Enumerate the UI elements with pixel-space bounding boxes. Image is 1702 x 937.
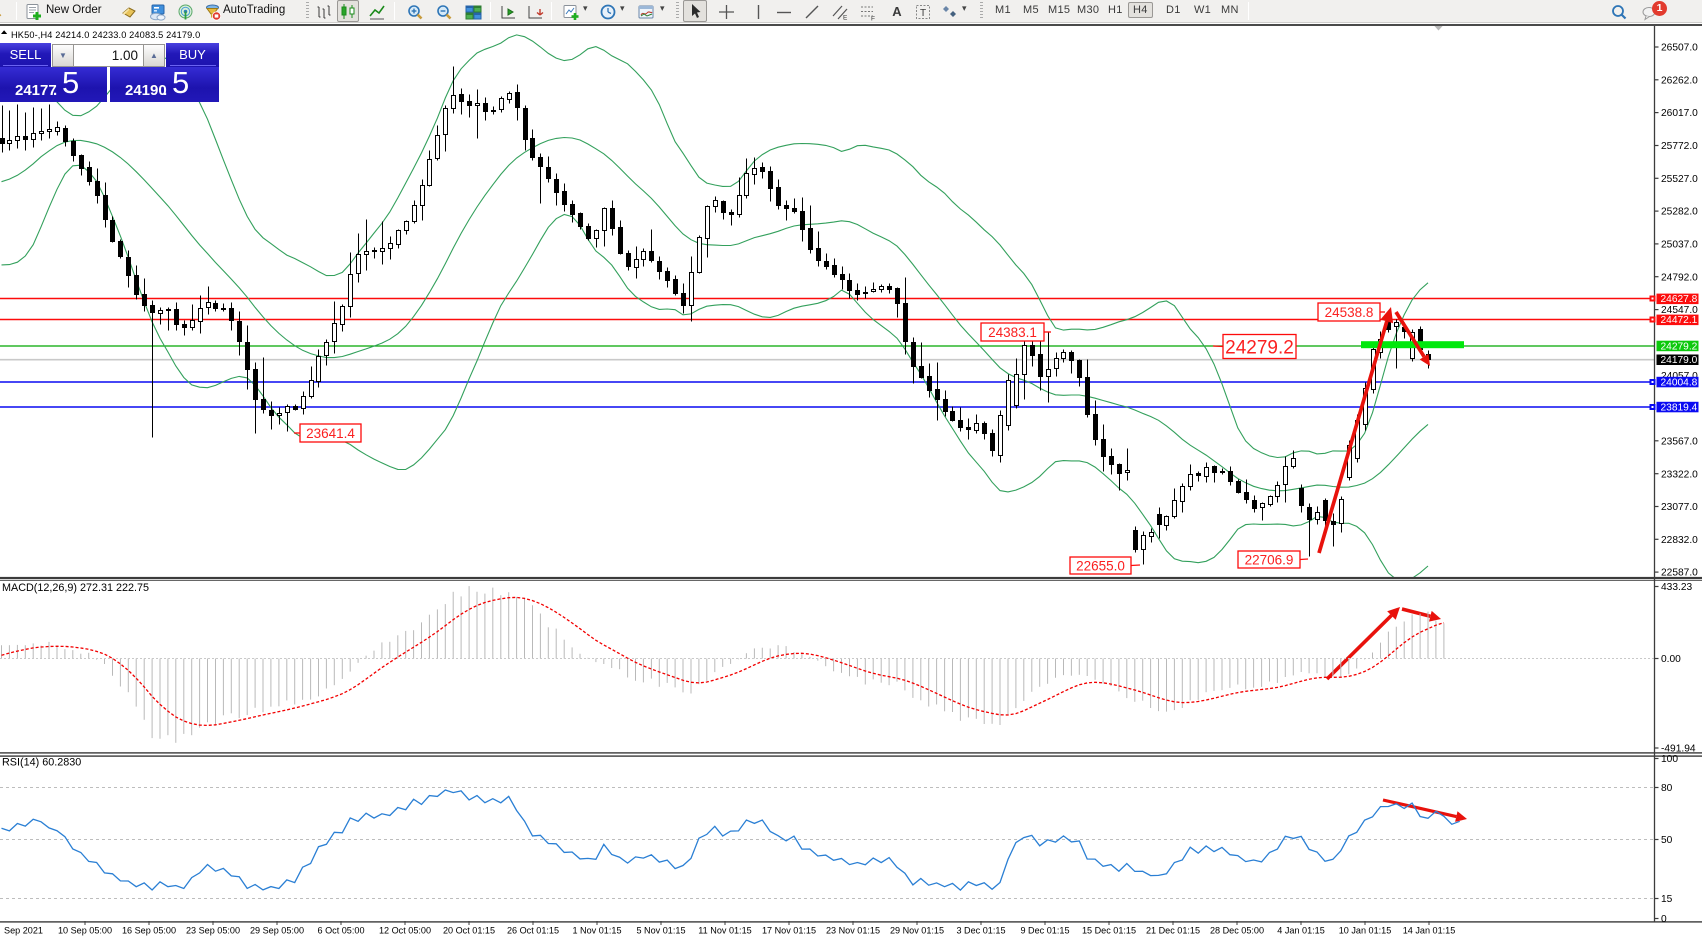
svg-text:24472.1: 24472.1 xyxy=(1661,315,1698,326)
svg-text:HK50-,H4 24214.0 24233.0 2408: HK50-,H4 24214.0 24233.0 24083.5 24179.0 xyxy=(11,30,200,40)
svg-text:24004.8: 24004.8 xyxy=(1661,377,1698,388)
svg-text:29 Nov 01:15: 29 Nov 01:15 xyxy=(890,926,944,936)
svg-text:26017.0: 26017.0 xyxy=(1661,108,1698,119)
svg-text:100: 100 xyxy=(1661,754,1678,765)
svg-text:80: 80 xyxy=(1661,783,1673,794)
svg-text:23322.0: 23322.0 xyxy=(1661,469,1698,480)
svg-text:24627.8: 24627.8 xyxy=(1661,294,1698,305)
svg-text:0: 0 xyxy=(1661,914,1667,925)
svg-text:50: 50 xyxy=(1661,835,1673,846)
svg-text:F: F xyxy=(871,15,875,21)
svg-text:22655.0: 22655.0 xyxy=(1076,558,1125,573)
svg-text:15 Dec 01:15: 15 Dec 01:15 xyxy=(1082,926,1136,936)
svg-text:25527.0: 25527.0 xyxy=(1661,174,1698,185)
svg-text:6 Oct 05:00: 6 Oct 05:00 xyxy=(317,926,364,936)
svg-text:5 Nov 01:15: 5 Nov 01:15 xyxy=(636,926,685,936)
svg-text:RSI(14) 60.2830: RSI(14) 60.2830 xyxy=(2,757,81,769)
svg-text:14 Jan 01:15: 14 Jan 01:15 xyxy=(1403,926,1456,936)
svg-text:26507.0: 26507.0 xyxy=(1661,43,1698,54)
svg-text:MACD(12,26,9) 272.31 222.75: MACD(12,26,9) 272.31 222.75 xyxy=(2,582,149,594)
svg-text:29 Sep 05:00: 29 Sep 05:00 xyxy=(250,926,304,936)
svg-text:25037.0: 25037.0 xyxy=(1661,240,1698,251)
svg-text:4 Jan 01:15: 4 Jan 01:15 xyxy=(1277,926,1325,936)
svg-text:22706.9: 22706.9 xyxy=(1245,552,1294,567)
svg-text:24547.0: 24547.0 xyxy=(1661,305,1698,316)
svg-text:24538.8: 24538.8 xyxy=(1325,305,1374,320)
svg-text:25282.0: 25282.0 xyxy=(1661,207,1698,218)
svg-text:23819.4: 23819.4 xyxy=(1661,402,1698,413)
svg-text:23 Sep 05:00: 23 Sep 05:00 xyxy=(186,926,240,936)
svg-text:26262.0: 26262.0 xyxy=(1661,75,1698,86)
svg-text:433.23: 433.23 xyxy=(1661,582,1692,593)
svg-text:T: T xyxy=(920,8,926,19)
svg-text:1 Nov 01:15: 1 Nov 01:15 xyxy=(572,926,621,936)
svg-text:-491.94: -491.94 xyxy=(1661,744,1696,755)
svg-text:20 Oct 01:15: 20 Oct 01:15 xyxy=(443,926,495,936)
svg-text:24279.2: 24279.2 xyxy=(1225,337,1294,358)
svg-text:24057.0: 24057.0 xyxy=(1661,371,1698,382)
svg-text:12 Oct 05:00: 12 Oct 05:00 xyxy=(379,926,431,936)
svg-text:3 Dec 01:15: 3 Dec 01:15 xyxy=(956,926,1005,936)
svg-text:23077.0: 23077.0 xyxy=(1661,502,1698,513)
svg-text:Sep 2021: Sep 2021 xyxy=(4,926,43,936)
svg-text:24792.0: 24792.0 xyxy=(1661,272,1698,283)
svg-text:24279.2: 24279.2 xyxy=(1661,341,1698,352)
svg-text:23641.4: 23641.4 xyxy=(306,426,355,441)
svg-text:26 Oct 01:15: 26 Oct 01:15 xyxy=(507,926,559,936)
svg-text:9 Dec 01:15: 9 Dec 01:15 xyxy=(1020,926,1069,936)
svg-text:11 Nov 01:15: 11 Nov 01:15 xyxy=(698,926,751,936)
svg-text:23 Nov 01:15: 23 Nov 01:15 xyxy=(826,926,880,936)
svg-text:10 Jan 01:15: 10 Jan 01:15 xyxy=(1339,926,1392,936)
svg-text:17 Nov 01:15: 17 Nov 01:15 xyxy=(762,926,816,936)
svg-text:23567.0: 23567.0 xyxy=(1661,436,1698,447)
svg-text:15: 15 xyxy=(1661,894,1673,905)
svg-text:0.00: 0.00 xyxy=(1661,654,1681,665)
svg-text:22832.0: 22832.0 xyxy=(1661,535,1698,546)
svg-text:24179.0: 24179.0 xyxy=(1661,355,1698,366)
svg-text:16 Sep 05:00: 16 Sep 05:00 xyxy=(122,926,176,936)
svg-text:E: E xyxy=(843,14,848,21)
svg-text:22587.0: 22587.0 xyxy=(1661,568,1698,579)
svg-text:25772.0: 25772.0 xyxy=(1661,141,1698,152)
svg-text:21 Dec 01:15: 21 Dec 01:15 xyxy=(1146,926,1200,936)
svg-text:28 Dec 05:00: 28 Dec 05:00 xyxy=(1210,926,1264,936)
svg-text:24383.1: 24383.1 xyxy=(988,325,1037,340)
svg-text:10 Sep 05:00: 10 Sep 05:00 xyxy=(58,926,112,936)
